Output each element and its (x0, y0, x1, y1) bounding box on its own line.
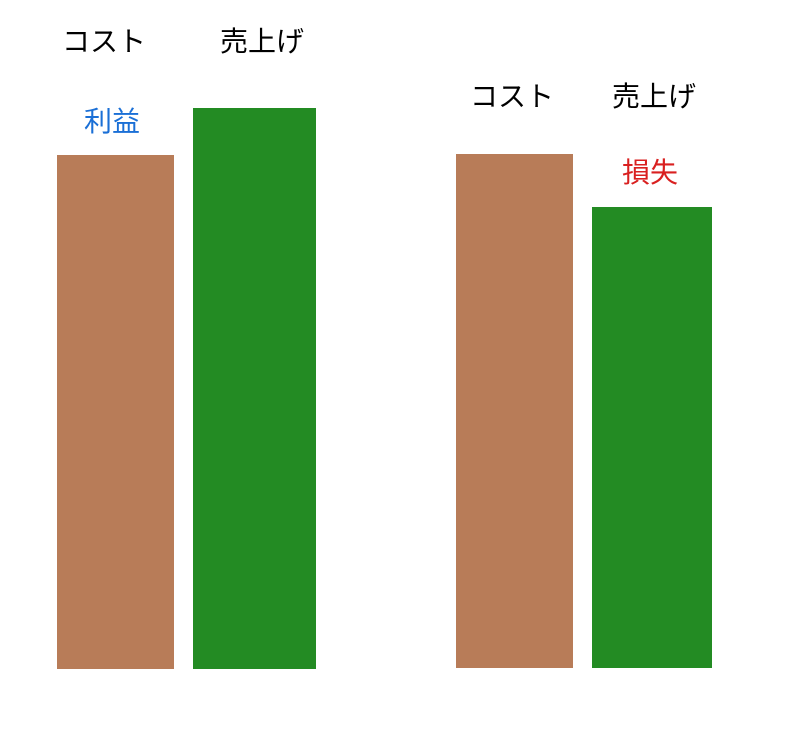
scenario1-sales-label: 売上げ (220, 25, 305, 58)
scenario1-sales-bar (193, 108, 316, 669)
scenario2-sales-label: 売上げ (612, 80, 697, 113)
loss-label: 損失 (622, 156, 679, 189)
scenario2-cost-label: コスト (470, 80, 555, 113)
scenario1-cost-label: コスト (62, 25, 147, 58)
profit-label: 利益 (84, 105, 141, 138)
scenario2-sales-bar (592, 207, 712, 668)
scenario2-cost-bar (456, 154, 573, 668)
scenario1-cost-bar (57, 155, 174, 669)
